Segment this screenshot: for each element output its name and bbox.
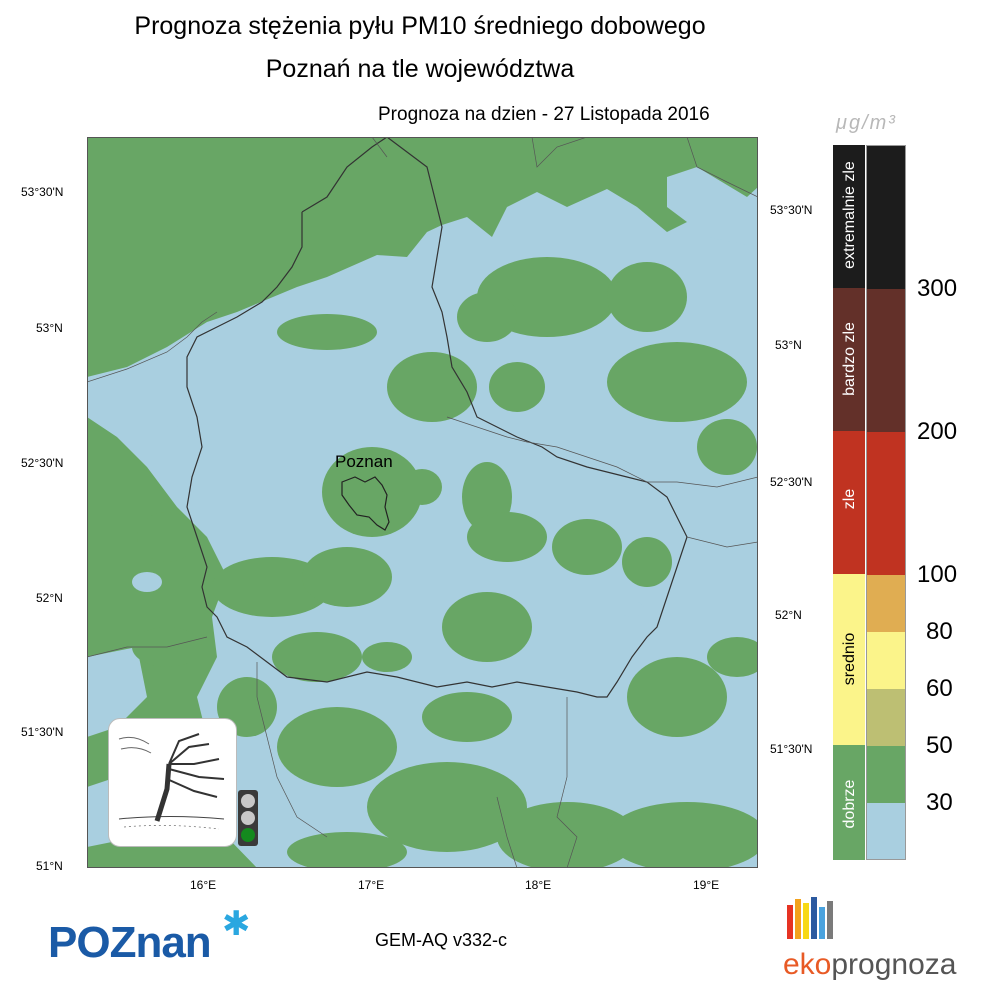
map-good-patch	[467, 512, 547, 562]
poznan-city-outline	[341, 476, 390, 531]
lat-tick-right: 51°30'N	[770, 742, 813, 756]
threshold-50: 50	[926, 732, 953, 759]
map-good-patch	[387, 352, 477, 422]
threshold-60: 60	[926, 675, 953, 702]
map-good-patch	[497, 802, 637, 868]
windswept-tree-icon	[118, 733, 225, 830]
lat-tick-right: 53°N	[775, 338, 802, 352]
legend-label-very-bad: bardzo zle	[841, 322, 858, 396]
legend-label-good: dobrze	[841, 779, 858, 829]
traffic-light	[238, 790, 258, 846]
traffic-light-off	[241, 811, 255, 825]
lat-tick-left: 51°30'N	[21, 725, 64, 739]
ekoprognoza-bars-icon	[787, 897, 833, 939]
map-clean-spot	[177, 417, 207, 437]
map-good-patch	[697, 419, 757, 475]
map-good-patch	[552, 519, 622, 575]
map-good-patch	[287, 832, 407, 868]
lon-tick: 17°E	[358, 878, 385, 892]
page-title: Prognoza stężenia pyłu PM10 średniego do…	[134, 12, 706, 40]
legend-cat-medium	[833, 574, 865, 745]
ekoprognoza-logo: ekoprognoza	[783, 948, 956, 982]
map-good-patch	[212, 557, 332, 617]
threshold-200: 200	[917, 418, 958, 445]
map-clean-area-south	[87, 647, 147, 737]
map-good-patch	[622, 537, 672, 587]
threshold-80: 80	[926, 618, 953, 645]
legend-scale-bar	[866, 145, 906, 860]
page-subtitle: Poznań na tle województwa	[265, 55, 575, 83]
city-label: Poznan	[335, 452, 393, 471]
map-good-patch	[272, 632, 362, 682]
traffic-light-green	[241, 828, 255, 842]
map-good-patch	[402, 469, 442, 505]
lat-tick-left: 53°30'N	[21, 185, 64, 199]
legend-label-extreme: extremalnie zle	[841, 161, 858, 269]
map-good-patch	[277, 314, 377, 350]
map-good-patch	[457, 292, 517, 342]
lon-tick: 16°E	[190, 878, 217, 892]
lat-tick-left: 53°N	[36, 321, 63, 335]
map-good-patch	[322, 447, 422, 537]
poznan-logo: POZnan	[48, 918, 212, 967]
scale-300-plus	[867, 146, 905, 289]
lon-tick: 19°E	[693, 878, 720, 892]
forecast-map: Poznan	[87, 137, 758, 868]
legend-cat-bad	[833, 431, 865, 574]
lon-tick: 18°E	[525, 878, 552, 892]
scale-50-60	[867, 689, 905, 746]
lat-tick-left: 51°N	[36, 859, 63, 873]
threshold-100: 100	[917, 561, 958, 588]
map-good-patch	[302, 547, 392, 607]
poznan-star-icon: ✱	[222, 905, 251, 943]
map-good-patch	[277, 707, 397, 787]
scale-0-30	[867, 803, 905, 859]
legend-cat-good	[833, 745, 865, 860]
map-good-patch	[707, 637, 758, 677]
legend-cat-extreme	[833, 145, 865, 288]
scale-80-100	[867, 575, 905, 632]
map-good-patch	[137, 512, 197, 562]
map-clean-spot	[620, 601, 644, 617]
scale-100-200	[867, 432, 905, 575]
ekoprognoza-eko: eko	[783, 948, 832, 981]
map-good-patch	[362, 642, 412, 672]
map-good-patch	[422, 692, 512, 742]
unit-label: μg/m³	[836, 112, 897, 134]
model-label: GEM-AQ v332-c	[375, 930, 508, 950]
legend-label-medium: srednio	[841, 632, 858, 686]
legend-cat-very-bad	[833, 288, 865, 431]
map-good-patch	[607, 342, 747, 422]
map-good-patch	[489, 362, 545, 412]
legend-category-bar	[833, 145, 865, 860]
map-good-patch	[607, 802, 758, 868]
legend-label-bad: zle	[841, 488, 858, 510]
map-good-patch	[627, 657, 727, 737]
regional-boundaries	[87, 137, 758, 868]
scale-30-50	[867, 746, 905, 803]
ekoprognoza-prognoza: prognoza	[831, 948, 957, 981]
map-clean-area-east	[667, 167, 758, 247]
threshold-300: 300	[917, 275, 958, 302]
lat-tick-right: 53°30'N	[770, 203, 813, 217]
lat-tick-right: 52°30'N	[770, 475, 813, 489]
threshold-30: 30	[926, 789, 953, 816]
map-good-patch	[442, 592, 532, 662]
traffic-light-off	[241, 794, 255, 808]
lat-tick-right: 52°N	[775, 608, 802, 622]
forecast-date: Prognoza na dzien - 27 Listopada 2016	[378, 104, 710, 125]
map-good-patch	[367, 762, 527, 852]
lat-tick-left: 52°N	[36, 591, 63, 605]
lat-tick-left: 52°30'N	[21, 456, 64, 470]
map-good-patch	[607, 262, 687, 332]
map-border	[87, 137, 758, 868]
scale-200-300	[867, 289, 905, 432]
weather-inset	[108, 718, 237, 847]
map-clean-spot	[132, 572, 162, 592]
scale-60-80	[867, 632, 905, 689]
